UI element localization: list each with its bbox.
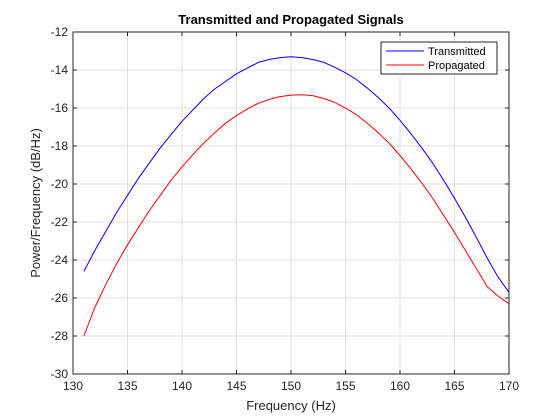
- x-tick-label: 165: [444, 379, 464, 393]
- x-tick-label: 130: [63, 379, 83, 393]
- y-axis: -30 -28 -26 -24 -22 -20 -18 -16 -14 -12: [51, 25, 509, 381]
- x-tick-label: 145: [226, 379, 246, 393]
- y-tick-label: -14: [51, 63, 69, 77]
- series-layer: [83, 56, 510, 337]
- y-tick-label: -20: [51, 177, 69, 191]
- chart-title: Transmitted and Propagated Signals: [178, 12, 403, 27]
- x-axis: 130 135 140 145 150 155 160 165 170: [63, 32, 519, 393]
- x-axis-label: Frequency (Hz): [246, 398, 336, 413]
- x-tick-label: 160: [390, 379, 410, 393]
- y-tick-label: -22: [51, 215, 69, 229]
- legend-label-transmitted: Transmitted: [428, 46, 486, 58]
- x-tick-label: 140: [172, 379, 192, 393]
- y-tick-label: -12: [51, 25, 69, 39]
- y-axis-label: Power/Frequency (dB/Hz): [28, 128, 43, 278]
- x-tick-label: 170: [499, 379, 519, 393]
- y-tick-label: -18: [51, 139, 69, 153]
- legend: Transmitted Propagated: [380, 41, 498, 75]
- y-tick-label: -16: [51, 101, 69, 115]
- series-line-transmitted: [83, 56, 510, 293]
- y-tick-label: -24: [51, 253, 69, 267]
- x-tick-label: 150: [281, 379, 301, 393]
- y-tick-label: -26: [51, 291, 69, 305]
- x-tick-label: 155: [335, 379, 355, 393]
- legend-label-propagated: Propagated: [428, 60, 485, 72]
- legend-box: [380, 41, 498, 75]
- x-tick-label: 135: [117, 379, 137, 393]
- series-line-propagated: [83, 94, 510, 337]
- y-tick-label: -28: [51, 329, 69, 343]
- y-tick-label: -30: [51, 367, 69, 381]
